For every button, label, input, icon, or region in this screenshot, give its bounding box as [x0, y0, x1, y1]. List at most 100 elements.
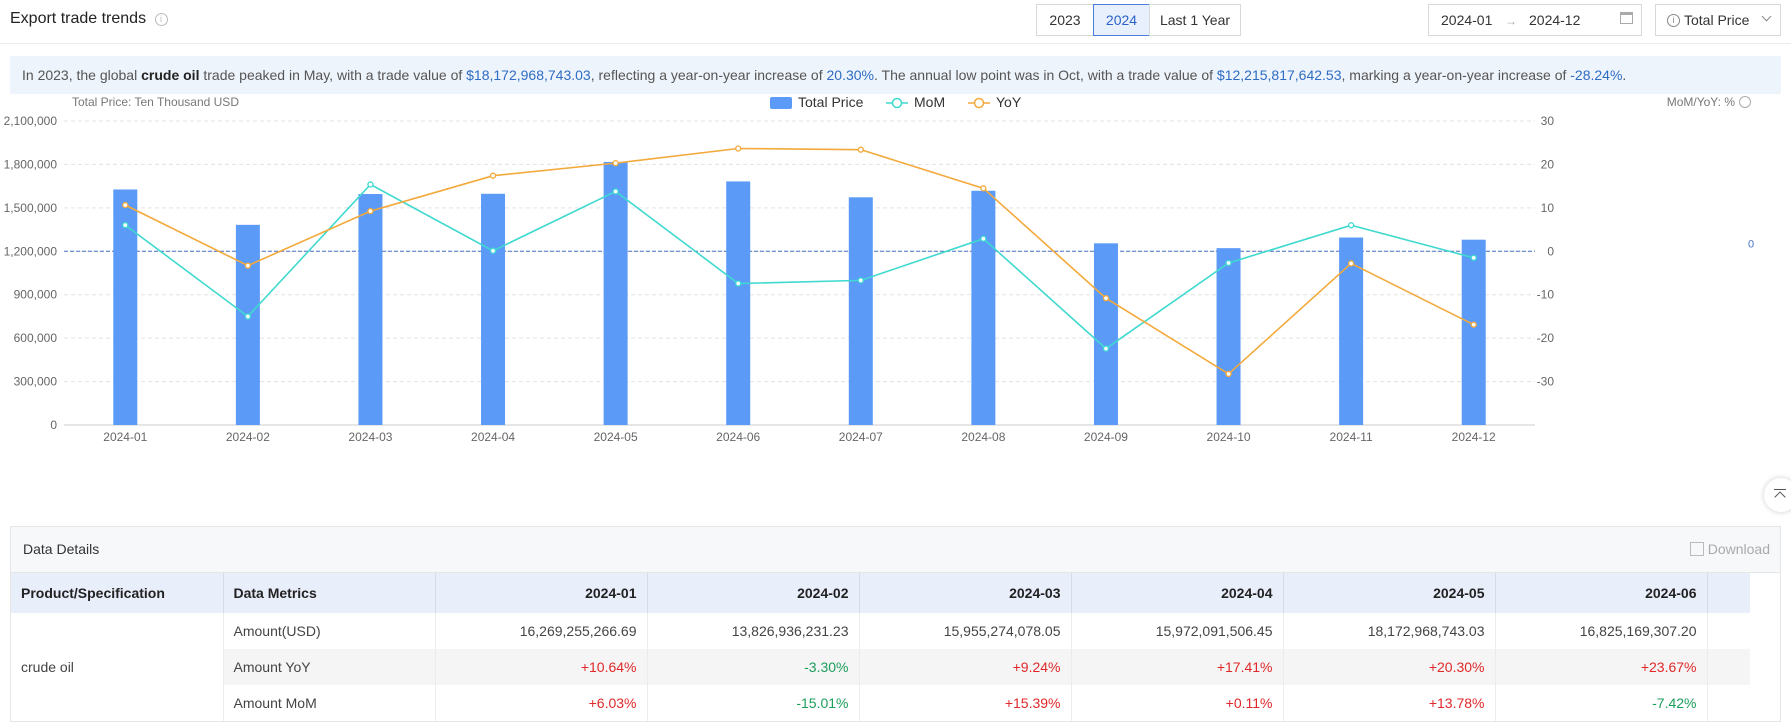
point-yoy [735, 145, 742, 152]
x-tick-label: 2024-11 [1330, 430, 1373, 444]
right-tick-label: -30 [1537, 375, 1555, 389]
column-header: Product/Specification [11, 573, 224, 613]
table-header-row: Product/Specification Data Metrics 2024-… [11, 573, 1750, 613]
point-mom [1470, 254, 1477, 261]
point-yoy [122, 201, 129, 209]
line-yoy [124, 147, 1475, 375]
summary-low-value: $12,215,817,642.53 [1216, 67, 1342, 83]
x-tick-label: 2024-03 [348, 430, 392, 444]
legend-label: YoY [996, 96, 1022, 110]
point-mom [857, 277, 864, 284]
bar-total-price [1461, 239, 1486, 425]
right-tick-label: 30 [1541, 114, 1555, 128]
bar-total-price [1339, 237, 1364, 425]
bar-total-price [726, 181, 751, 425]
last-1-year-button[interactable]: Last 1 Year [1149, 4, 1241, 36]
summary-text: trade peaked in May, with a trade value … [199, 67, 467, 83]
point-mom [735, 280, 742, 287]
filler-cell [1707, 685, 1750, 721]
page-title-text: Export trade trends [10, 10, 147, 27]
point-yoy [1470, 321, 1477, 328]
filler-cell [1707, 649, 1750, 685]
value-cell: 16,825,169,307.20 [1495, 613, 1708, 649]
value-cell: +6.03% [435, 685, 648, 721]
legend-label: Total Price [798, 96, 864, 110]
point-mom [980, 235, 987, 242]
x-tick-label: 2024-02 [226, 430, 270, 444]
point-yoy [857, 146, 864, 153]
info-icon [1739, 96, 1751, 108]
point-yoy [489, 172, 497, 179]
table-row: crude oil Amount(USD) 16,269,255,266.69 … [11, 613, 1750, 721]
summary-peak-yoy: 20.30% [826, 67, 874, 83]
value-cell: -3.30% [647, 649, 860, 685]
point-mom [367, 181, 374, 188]
column-header: 2024-02 [647, 573, 860, 613]
x-tick-label: 2024-12 [1452, 430, 1496, 444]
legend-label: MoM [914, 96, 945, 110]
left-tick-label: 1,200,000 [4, 244, 58, 258]
range-end[interactable]: 2024-12 [1529, 12, 1581, 28]
table-row: Amount MoM +6.03% -15.01% +15.39% +0.11%… [11, 685, 1750, 721]
summary-text: , marking a year-on-year increase of [1341, 67, 1571, 83]
value-cell: +17.41% [1071, 649, 1284, 685]
x-tick-label: 2024-05 [594, 430, 638, 444]
point-mom [1225, 259, 1232, 267]
calendar-icon [1620, 12, 1633, 24]
date-range-picker[interactable]: 2024-01 → 2024-12 [1428, 4, 1642, 36]
metric-select-value: Total Price [1684, 12, 1750, 28]
summary-product: crude oil [141, 67, 200, 83]
download-label: Download [1707, 541, 1770, 557]
legend-swatch-total-price [770, 97, 792, 109]
details-header: Data Details Download [11, 527, 1780, 573]
x-tick-label: 2024-07 [839, 430, 883, 444]
metric-select[interactable]: i Total Price [1655, 4, 1781, 36]
details-title: Data Details [23, 541, 100, 557]
column-header: 2024-06 [1495, 573, 1708, 613]
download-button[interactable]: Download [1689, 541, 1770, 557]
point-mom [489, 247, 497, 254]
left-tick-label: 600,000 [14, 331, 58, 345]
summary-text: In 2023, the global [22, 67, 142, 83]
range-start[interactable]: 2024-01 [1441, 12, 1493, 28]
left-tick-label: 900,000 [14, 288, 58, 302]
value-cell: +13.78% [1283, 685, 1496, 721]
zero-line-label: 0 [1748, 238, 1754, 250]
point-yoy [1225, 370, 1232, 378]
value-cell: +15.39% [859, 685, 1072, 721]
summary-text: . [1622, 67, 1627, 83]
point-yoy [1347, 260, 1355, 267]
year-2023-button[interactable]: 2023 [1036, 4, 1094, 36]
point-yoy [1102, 295, 1110, 302]
left-tick-label: 2,100,000 [4, 114, 58, 128]
chevron-down-icon [1761, 11, 1772, 22]
bar-total-price [603, 161, 628, 425]
left-axis-title: Total Price: Ten Thousand USD [72, 96, 239, 109]
right-axis-title: MoM/YoY: % [1667, 96, 1736, 109]
info-icon[interactable]: i [154, 13, 168, 26]
excel-icon [1689, 542, 1704, 556]
page-title: Export trade trends i [10, 10, 168, 28]
metric-cell: Amount(USD) [223, 613, 436, 649]
back-to-top-button[interactable] [1764, 478, 1791, 512]
trend-chart: 0 300,000 600,000 900,000 1,200,000 1,500,000… [4, 96, 1754, 444]
value-cell: 15,972,091,506.45 [1071, 613, 1284, 649]
value-cell: -15.01% [647, 685, 860, 721]
metric-cell: Amount YoY [223, 649, 436, 685]
x-tick-label: 2024-04 [471, 430, 515, 444]
year-2024-button[interactable]: 2024 [1093, 4, 1150, 36]
summary-peak-value: $18,172,968,743.03 [466, 67, 591, 83]
bar-total-price [1216, 248, 1241, 425]
point-yoy [367, 208, 374, 215]
summary-text: , reflecting a year-on-year increase of [590, 67, 827, 83]
bar-total-price [235, 224, 260, 425]
product-cell: crude oil [11, 613, 224, 721]
column-header: 2024-03 [859, 573, 1072, 613]
legend-marker-mom [891, 97, 903, 109]
header-bar: Export trade trends i 2023 2024 Last 1 Y… [0, 0, 1791, 44]
left-tick-label: 1,800,000 [4, 157, 58, 171]
right-tick-label: 10 [1541, 201, 1555, 215]
point-mom [122, 221, 129, 229]
point-mom [1102, 345, 1110, 352]
summary-low-yoy: -28.24% [1570, 67, 1623, 83]
